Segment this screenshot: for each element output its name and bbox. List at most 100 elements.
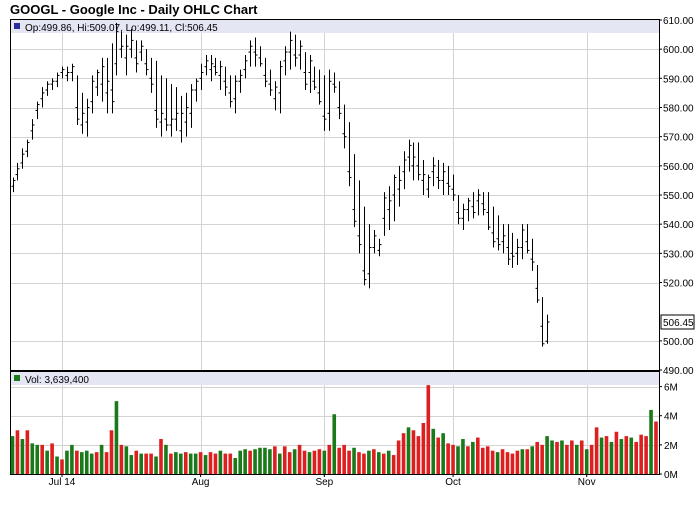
- volume-bar: [411, 430, 416, 474]
- ohlc-bar: [100, 57, 105, 102]
- ohlc-bar: [298, 40, 303, 70]
- volume-bar: [70, 444, 74, 474]
- ohlc-bar: [327, 69, 332, 131]
- volume-bar: [233, 457, 238, 474]
- volume-bar: [520, 449, 525, 474]
- ohlc-bar: [174, 87, 179, 131]
- ohlc-bar: [476, 189, 481, 216]
- volume-bar: [84, 450, 89, 474]
- ohlc-bar: [545, 314, 550, 344]
- volume-bar: [476, 437, 480, 474]
- volume-bar: [25, 430, 30, 474]
- last-price-label: 506.45: [663, 318, 694, 329]
- volume-bar: [144, 453, 148, 474]
- ohlc-bar: [426, 174, 431, 198]
- volume-bar: [555, 441, 559, 474]
- volume-bar: [337, 447, 341, 474]
- ohlc-bar: [367, 224, 372, 289]
- ohlc-bar: [451, 174, 456, 201]
- ohlc-bar: [288, 31, 293, 70]
- volume-bar: [391, 455, 396, 474]
- ohlc-bar: [332, 72, 337, 93]
- ohlc-bar: [540, 297, 545, 347]
- ohlc-bar: [308, 55, 313, 93]
- ohlc-bar: [184, 92, 189, 137]
- volume-y-tick-label: 4M: [664, 412, 678, 423]
- volume-bar: [485, 446, 490, 474]
- volume-bar: [480, 447, 485, 474]
- volume-y-tick-label: 0M: [664, 470, 678, 481]
- volume-bar: [287, 452, 292, 474]
- volume-bar: [218, 450, 223, 474]
- x-tick-label: Nov: [578, 477, 596, 488]
- volume-bar: [401, 433, 406, 474]
- volume-bar: [198, 452, 203, 474]
- ohlc-bar: [352, 154, 357, 228]
- volume-bar: [565, 444, 569, 474]
- price-y-tick-label: 530.00: [663, 249, 694, 260]
- price-y-tick-label: 590.00: [663, 74, 694, 85]
- ohlc-bar: [154, 60, 159, 128]
- ohlc-bar: [491, 206, 496, 248]
- volume-bar: [75, 450, 79, 474]
- volume-bar: [228, 453, 233, 474]
- volume-bar: [55, 456, 59, 474]
- chart-title: GOOGL - Google Inc - Daily OHLC Chart: [10, 2, 258, 17]
- volume-bar: [629, 437, 634, 474]
- price-y-tick-label: 600.00: [663, 45, 694, 56]
- ohlc-bar: [362, 206, 367, 286]
- volume-bar: [297, 444, 302, 474]
- volume-bar: [307, 452, 312, 474]
- volume-bar: [441, 433, 445, 474]
- volume-bar: [139, 453, 143, 474]
- volume-bar: [624, 436, 629, 474]
- ohlc-bar: [312, 66, 317, 90]
- volume-bar: [599, 437, 604, 474]
- ohlc-bar: [273, 81, 278, 111]
- volume-bar: [515, 450, 520, 474]
- volume-bar: [45, 450, 49, 474]
- price-y-tick-label: 610.00: [663, 16, 694, 27]
- ohlc-bar: [11, 177, 16, 193]
- volume-bar: [327, 444, 332, 474]
- ohlc-bar: [466, 197, 471, 222]
- ohlc-bar: [30, 119, 35, 140]
- volume-bar: [188, 453, 193, 474]
- volume-bar: [426, 385, 431, 474]
- volume-bar: [114, 401, 119, 474]
- ohlc-bar: [110, 43, 115, 114]
- volume-bar: [89, 453, 94, 474]
- volume-bar: [213, 453, 218, 474]
- volume-info-bar: [11, 372, 659, 385]
- volume-bar: [609, 441, 614, 474]
- price-y-tick-label: 490.00: [663, 366, 694, 377]
- ohlc-bar: [248, 40, 253, 67]
- ohlc-bar: [218, 60, 223, 90]
- ohlc-bar: [416, 142, 421, 181]
- volume-bar: [208, 452, 213, 474]
- ohlc-bar: [164, 78, 169, 131]
- price-bars: [11, 22, 550, 347]
- ohlc-bar: [337, 81, 342, 120]
- ohlc-bar: [387, 186, 392, 230]
- volume-bar: [268, 449, 272, 474]
- ohlc-bar: [515, 238, 520, 265]
- ohlc-bar: [253, 37, 258, 67]
- ohlc-bar: [223, 66, 228, 96]
- ohlc-bar: [317, 69, 322, 105]
- volume-bar: [292, 449, 297, 474]
- price-y-tick-label: 500.00: [663, 337, 694, 348]
- ohlc-bar: [149, 57, 154, 93]
- ohlc-bar: [303, 52, 308, 90]
- volume-info-text: Vol: 3,639,400: [25, 375, 89, 386]
- ohlc-bar: [481, 192, 486, 216]
- volume-bar: [154, 456, 158, 474]
- ohlc-bar: [75, 75, 80, 125]
- ohlc-bar: [233, 75, 238, 114]
- volume-bar: [273, 446, 277, 474]
- last-price-box: [660, 314, 695, 330]
- ohlc-bar: [169, 84, 174, 137]
- ohlc-bar: [357, 180, 362, 254]
- volume-bar: [203, 455, 208, 474]
